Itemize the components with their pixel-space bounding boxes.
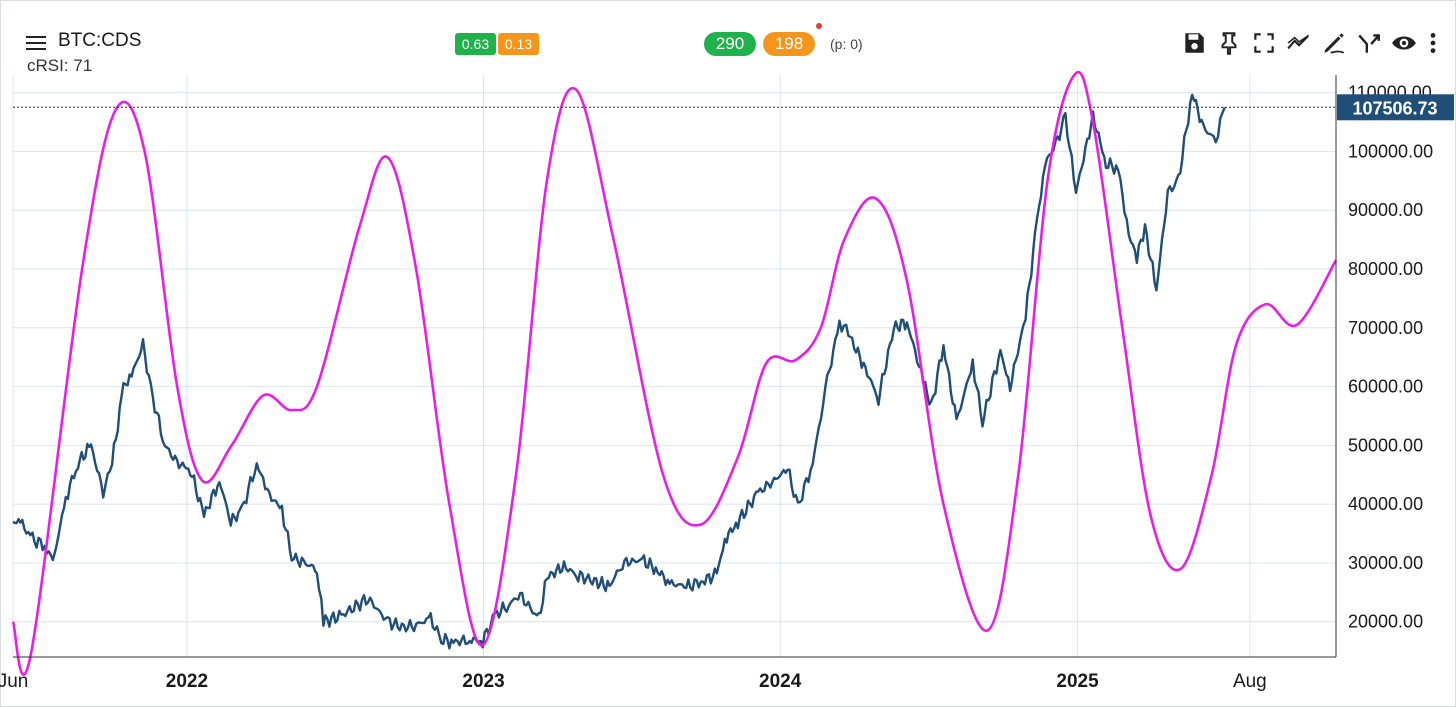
indicator-label: cRSI: 71 bbox=[27, 56, 93, 75]
notification-dot bbox=[816, 23, 822, 29]
y-tick-label: 20000.00 bbox=[1348, 612, 1423, 632]
y-tick-label: 80000.00 bbox=[1348, 259, 1423, 279]
period-label: (p: 0) bbox=[830, 36, 863, 52]
y-tick-label: 30000.00 bbox=[1348, 553, 1423, 573]
save-icon[interactable] bbox=[1181, 30, 1207, 56]
price-line-series bbox=[12, 93, 1226, 650]
badge-green-small: 0.63 bbox=[455, 33, 496, 55]
y-tick-label: 40000.00 bbox=[1348, 494, 1423, 514]
y-tick-label: 90000.00 bbox=[1348, 200, 1423, 220]
current-price-tag: 107506.73 bbox=[1337, 94, 1454, 121]
x-tick-label: 2024 bbox=[759, 671, 802, 692]
y-tick-label: 60000.00 bbox=[1348, 377, 1423, 397]
chart-header: BTC:CDS cRSI: 71 0.63 0.13 290 198 (p: 0… bbox=[0, 0, 1456, 80]
y-tick-label: 100000.00 bbox=[1348, 141, 1433, 161]
x-tick-label: 2022 bbox=[166, 671, 208, 692]
merge-icon[interactable] bbox=[1356, 30, 1382, 56]
y-tick-label: 70000.00 bbox=[1348, 318, 1423, 338]
symbol-title[interactable]: BTC:CDS bbox=[58, 30, 142, 51]
pin-icon[interactable] bbox=[1216, 30, 1242, 56]
pill-green-count: 290 bbox=[704, 32, 756, 56]
price-line bbox=[12, 93, 1226, 650]
price-tag-label: 107506.73 bbox=[1352, 98, 1437, 118]
x-tick-label: Aug bbox=[1233, 671, 1267, 692]
draw-icon[interactable] bbox=[1321, 30, 1347, 56]
price-tag-box bbox=[1337, 94, 1454, 121]
pill-orange-count: 198 bbox=[763, 32, 815, 56]
hamburger-menu-icon[interactable] bbox=[26, 36, 46, 50]
x-tick-label: Jun bbox=[0, 671, 28, 692]
chart-axes: 110000.00100000.0090000.0080000.0070000.… bbox=[0, 75, 1433, 692]
y-tick-label: 50000.00 bbox=[1348, 435, 1423, 455]
cycle-line bbox=[11, 70, 1338, 676]
chart-grid bbox=[12, 75, 1336, 657]
x-tick-label: 2023 bbox=[462, 671, 504, 692]
badge-orange-small: 0.13 bbox=[498, 33, 539, 55]
x-tick-label: 2025 bbox=[1056, 671, 1099, 692]
cycle-line-series bbox=[11, 70, 1338, 676]
more-icon[interactable] bbox=[1426, 30, 1440, 56]
fullscreen-icon[interactable] bbox=[1251, 30, 1277, 56]
trend-icon[interactable] bbox=[1286, 30, 1312, 56]
eye-icon[interactable] bbox=[1391, 30, 1417, 56]
